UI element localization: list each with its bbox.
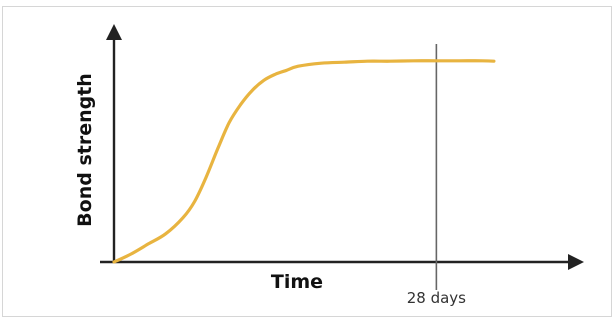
y-axis-arrowhead [106,24,122,40]
x-axis-arrowhead [568,254,584,270]
chart-frame [2,6,612,317]
series-layer [112,59,496,264]
x-axis-label: Time [271,271,323,293]
y-axis-label: Bond strength [74,73,96,227]
marker-label: 28 days [407,289,466,307]
bond-strength-curve [112,59,496,264]
